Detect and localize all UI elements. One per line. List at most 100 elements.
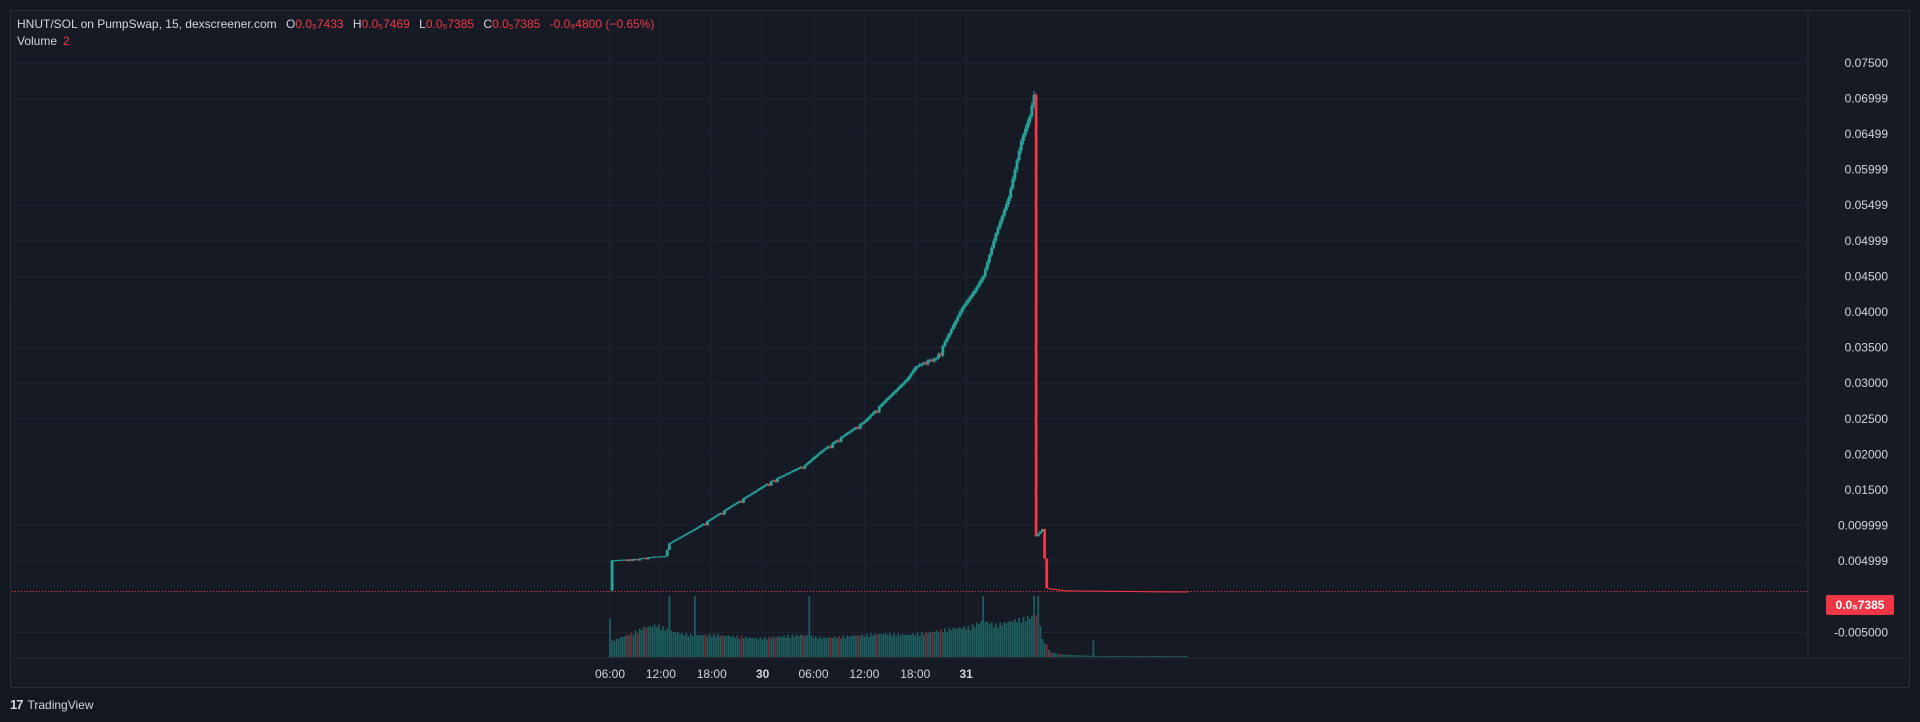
candle-body — [737, 501, 741, 503]
volume-bar — [895, 636, 898, 657]
volume-bar — [810, 635, 813, 657]
volume-bar — [797, 635, 800, 657]
volume-bar — [1079, 655, 1082, 657]
volume-bar — [694, 596, 696, 657]
y-tick-label: 0.04000 — [1845, 305, 1889, 319]
candle-body — [706, 521, 709, 526]
volume-bar — [967, 625, 970, 657]
candle-body — [1013, 169, 1017, 180]
volume-bar — [814, 635, 817, 657]
volume-bar — [1045, 644, 1048, 657]
candle-body — [1053, 588, 1057, 590]
volume-bar — [920, 632, 923, 657]
candle-body — [1183, 591, 1186, 593]
candle-body — [879, 404, 883, 407]
volume-bar — [869, 633, 872, 657]
candle-body — [799, 467, 803, 469]
chart-pane[interactable] — [10, 10, 1910, 688]
candle-body — [924, 362, 928, 365]
candle-body — [1136, 591, 1140, 593]
candle-body — [958, 312, 962, 317]
volume-bar — [1020, 622, 1023, 657]
close-value: 0.0₅7385 — [492, 17, 541, 31]
candle-body — [661, 556, 665, 558]
volume-label[interactable]: Volume — [17, 34, 58, 48]
candle-body — [1166, 591, 1169, 593]
candle-body — [795, 469, 798, 471]
volume-bar — [778, 636, 781, 657]
volume-bar — [1120, 656, 1122, 657]
symbol-legend: HNUT/SOL on PumpSwap, 15, dexscreener.co… — [17, 16, 654, 33]
last-price-tag: 0.0₅7385 — [1826, 595, 1894, 615]
candle-body — [1185, 591, 1189, 593]
candle-body — [1024, 128, 1027, 135]
candle-body — [638, 558, 642, 561]
candle-body — [1087, 590, 1091, 592]
candle-body — [843, 434, 847, 436]
volume-bar — [679, 634, 681, 657]
symbol-title[interactable]: HNUT/SOL on PumpSwap, 15, dexscreener.co… — [17, 17, 277, 31]
volume-bar — [918, 636, 921, 657]
volume-bar — [713, 633, 715, 657]
candle-body — [903, 381, 907, 384]
candle-body — [945, 337, 949, 342]
volume-bar — [846, 635, 849, 657]
volume-bar — [1056, 653, 1059, 657]
volume-bar — [632, 634, 635, 657]
candle-body — [954, 320, 957, 326]
candle-body — [646, 557, 650, 560]
volume-bar — [651, 626, 654, 657]
candle-body — [1070, 590, 1074, 592]
volume-bar — [833, 636, 836, 657]
candle-body — [1060, 589, 1063, 591]
volume-bar — [937, 632, 940, 657]
candle-body — [708, 519, 712, 522]
candle-body — [941, 345, 945, 356]
candle-body — [778, 477, 781, 479]
volume-bar — [1026, 616, 1029, 657]
volume-bar — [893, 633, 895, 657]
volume-bar — [645, 627, 647, 657]
candle-body — [1036, 533, 1040, 537]
volume-bar — [1115, 656, 1118, 657]
candle-body — [909, 373, 913, 377]
candle-body — [634, 558, 637, 560]
candle-body — [992, 240, 996, 248]
volume-bar — [1143, 656, 1146, 657]
tradingview-logo[interactable]: 17 TradingView — [10, 697, 94, 712]
candle-body — [682, 535, 686, 537]
volume-bar — [1166, 656, 1169, 657]
volume-bar — [1118, 656, 1120, 657]
candle-body — [928, 359, 932, 361]
volume-bar — [662, 626, 664, 657]
y-tick-label: -0.005000 — [1834, 625, 1888, 639]
candle-body — [983, 269, 987, 277]
volume-bar — [1018, 617, 1021, 657]
volume-bar — [946, 631, 948, 657]
volume-bar — [738, 638, 741, 657]
candle-body — [894, 389, 898, 392]
volume-bar — [772, 636, 775, 657]
candle-body — [1153, 591, 1157, 593]
candle-body — [1144, 591, 1148, 593]
volume-bar — [1122, 656, 1124, 657]
candle-body — [852, 428, 856, 431]
candle-body — [994, 233, 998, 241]
volume-bar — [666, 628, 669, 657]
candle-body — [1098, 590, 1102, 592]
candle-body — [1022, 134, 1025, 142]
volume-bar — [980, 621, 982, 657]
candle-body — [729, 506, 733, 508]
volume-bar — [763, 636, 766, 657]
volume-bar — [1149, 656, 1152, 657]
candle-body — [695, 527, 699, 530]
y-tick-label: 0.03500 — [1845, 341, 1889, 355]
candle-body — [1002, 209, 1006, 216]
candle-body — [865, 419, 868, 422]
candle-body — [1064, 590, 1068, 592]
volume-bar — [1179, 656, 1182, 657]
candle-body — [712, 517, 716, 519]
y-tick-label: 0.06999 — [1845, 91, 1889, 105]
volume-bar — [800, 634, 802, 657]
